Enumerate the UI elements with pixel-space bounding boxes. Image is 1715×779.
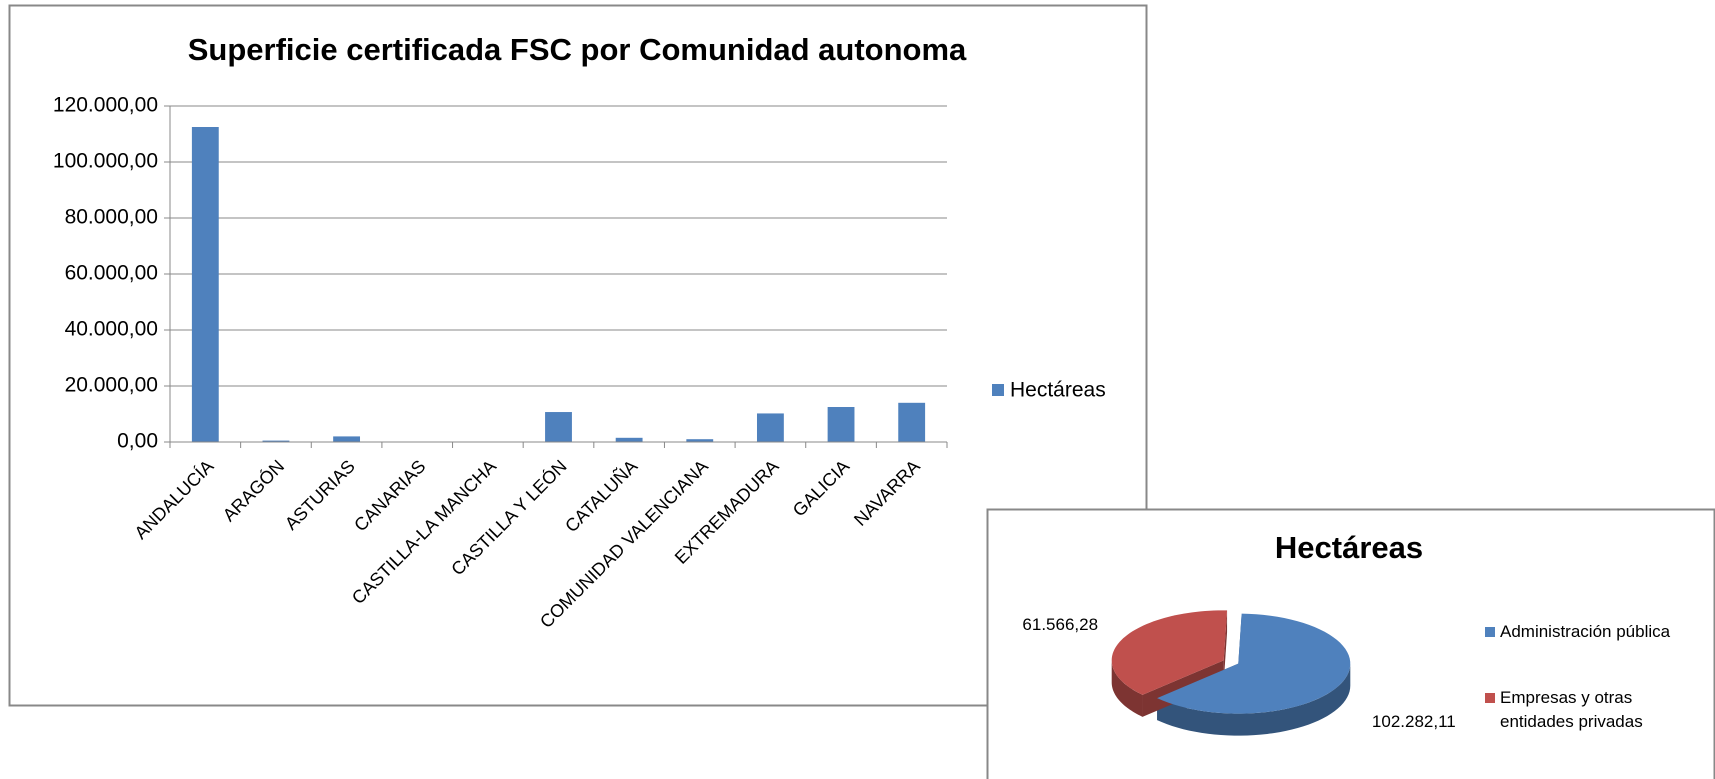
slice-wall [1223,610,1228,683]
bar [827,407,855,442]
y-tick-label: 0,00 [117,430,158,453]
legend-label: Hectáreas [1010,379,1106,402]
bar [756,413,784,442]
y-tick-label: 20.000,00 [65,374,158,397]
bar [262,440,290,442]
bar [686,439,714,442]
y-tick-label: 80.000,00 [65,206,158,229]
legend-item: Empresas y otras entidades privadas [1485,686,1700,734]
legend-swatch [1485,627,1495,637]
bar [333,436,361,442]
bar [191,127,219,442]
data-label: 61.566,28 [1022,615,1098,634]
legend-item: Administración pública [1485,620,1700,644]
y-tick-label: 120.000,00 [53,94,158,117]
y-tick-label: 60.000,00 [65,262,158,285]
legend-swatch [1485,693,1495,703]
legend-label: Administración pública [1500,622,1671,641]
data-label: 102.282,11 [1372,712,1456,731]
bar [615,437,643,442]
slice-side [1157,663,1351,736]
y-tick-label: 100.000,00 [53,150,158,173]
chart-title: Hectáreas [1275,530,1423,565]
legend-label: Empresas y otras entidades privadas [1500,688,1643,731]
slice-side [1111,660,1143,717]
slice [1157,613,1351,714]
slice [1111,610,1228,695]
bar [545,412,572,442]
pie-chart-frame [986,508,1715,779]
bar [898,402,926,442]
y-tick-label: 40.000,00 [65,318,158,341]
legend-swatch [992,384,1004,396]
chart-title: Superficie certificada FSC por Comunidad… [188,32,967,67]
